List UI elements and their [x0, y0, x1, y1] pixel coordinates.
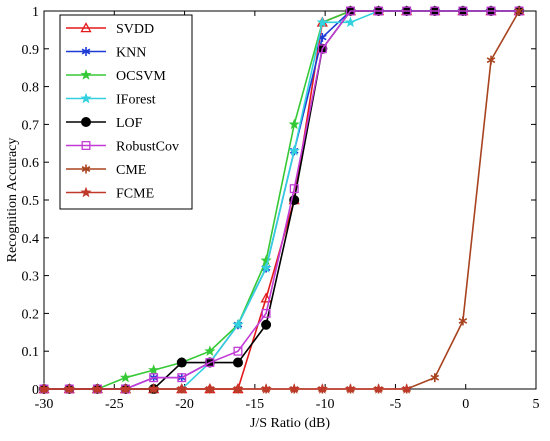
- legend-marker: [81, 117, 91, 127]
- x-axis-label: J/S Ratio (dB): [250, 416, 330, 431]
- legend-marker: [80, 22, 92, 33]
- legend-label: FCME: [116, 187, 154, 202]
- data-point: [233, 346, 243, 356]
- x-tick-label: 0: [462, 397, 469, 412]
- data-point: [232, 357, 243, 368]
- y-tick-label: 0.8: [22, 81, 40, 96]
- y-tick-label: 0.1: [22, 345, 40, 360]
- legend-box: [59, 14, 193, 210]
- data-point: [232, 318, 244, 330]
- data-point: [204, 345, 216, 356]
- data-point: [372, 383, 385, 394]
- y-tick-label: 0.5: [22, 194, 40, 209]
- data-point: [204, 383, 216, 394]
- legend-marker: [81, 47, 91, 56]
- data-point: [344, 16, 357, 28]
- data-point: [288, 145, 300, 156]
- legend-label: LOF: [116, 116, 143, 131]
- y-tick-label: 0.9: [22, 43, 40, 58]
- data-point: [91, 383, 103, 394]
- data-point: [401, 383, 413, 394]
- data-point: [261, 319, 272, 330]
- legend-item: LOF: [66, 116, 143, 131]
- y-tick-label: 1: [32, 5, 39, 20]
- legend-label: CME: [116, 163, 146, 178]
- data-point: [289, 184, 299, 194]
- legend-item: IForest: [66, 93, 156, 108]
- legend-marker: [81, 164, 91, 174]
- x-tick-label: -20: [175, 397, 194, 412]
- legend-marker: [80, 186, 92, 198]
- legend-marker: [80, 69, 92, 80]
- data-point: [176, 383, 188, 394]
- data-point: [63, 383, 75, 394]
- legend-label: IForest: [116, 93, 156, 108]
- x-tick-label: -10: [316, 397, 335, 412]
- legend-item: FCME: [66, 187, 154, 202]
- x-tick-label: -5: [390, 397, 402, 412]
- legend-item: OCSVM: [66, 69, 166, 84]
- data-point: [345, 6, 355, 16]
- data-point: [232, 383, 244, 394]
- data-point: [261, 308, 271, 318]
- legend-marker: [81, 141, 91, 150]
- data-point: [260, 383, 272, 394]
- legend-item: RobustCov: [66, 140, 179, 155]
- legend-label: SVDD: [116, 22, 154, 37]
- data-point: [149, 373, 159, 383]
- y-tick-label: 0.6: [22, 156, 40, 171]
- data-point: [402, 6, 412, 16]
- data-point: [458, 6, 468, 16]
- x-tick-label: 5: [533, 397, 540, 412]
- axis-ticks: -30 -25 -20 -15 -10 -5 0 5 0 0.1 0.2 0.3 0.4 0.5 0.6 0.…: [22, 5, 540, 412]
- data-point: [148, 364, 160, 375]
- data-point: [486, 55, 496, 65]
- y-axis-label: Recognition Accuracy: [5, 138, 20, 263]
- series-layer: [38, 5, 525, 394]
- data-point: [430, 373, 440, 383]
- data-point: [486, 6, 496, 16]
- data-point: [458, 316, 468, 326]
- data-point: [316, 16, 328, 28]
- data-point: [430, 6, 440, 16]
- data-point: [344, 383, 357, 394]
- data-point: [514, 6, 524, 16]
- data-point: [317, 44, 327, 54]
- data-point: [119, 371, 132, 383]
- legend-item: CME: [66, 163, 146, 178]
- data-point: [260, 262, 272, 273]
- x-tick-label: -30: [35, 397, 54, 412]
- x-tick-label: -25: [105, 397, 124, 412]
- y-tick-label: 0.7: [22, 118, 40, 133]
- y-tick-label: 0.4: [22, 232, 40, 247]
- legend-label: OCSVM: [116, 69, 166, 84]
- data-point: [374, 6, 384, 16]
- y-tick-label: 0.2: [22, 307, 40, 322]
- legend-label: KNN: [116, 46, 146, 61]
- series-fcme: [38, 383, 413, 394]
- legend-label: RobustCov: [116, 140, 179, 155]
- legend-item: SVDD: [66, 22, 154, 37]
- data-point: [119, 383, 132, 394]
- legend: SVDD KNN OCSVM IForest LOF RobustCov CME FCME: [59, 14, 193, 210]
- data-point: [205, 358, 215, 368]
- data-point: [288, 118, 300, 130]
- data-point: [38, 383, 50, 394]
- data-point: [260, 292, 272, 303]
- legend-marker: [80, 92, 92, 104]
- x-tick-label: -15: [246, 397, 265, 412]
- data-point: [176, 357, 187, 368]
- data-point: [288, 383, 300, 394]
- data-point: [316, 383, 328, 394]
- data-point: [148, 383, 160, 394]
- y-tick-label: 0: [32, 383, 39, 398]
- legend-item: KNN: [66, 46, 146, 61]
- y-tick-label: 0.3: [22, 270, 40, 285]
- data-point: [177, 373, 187, 383]
